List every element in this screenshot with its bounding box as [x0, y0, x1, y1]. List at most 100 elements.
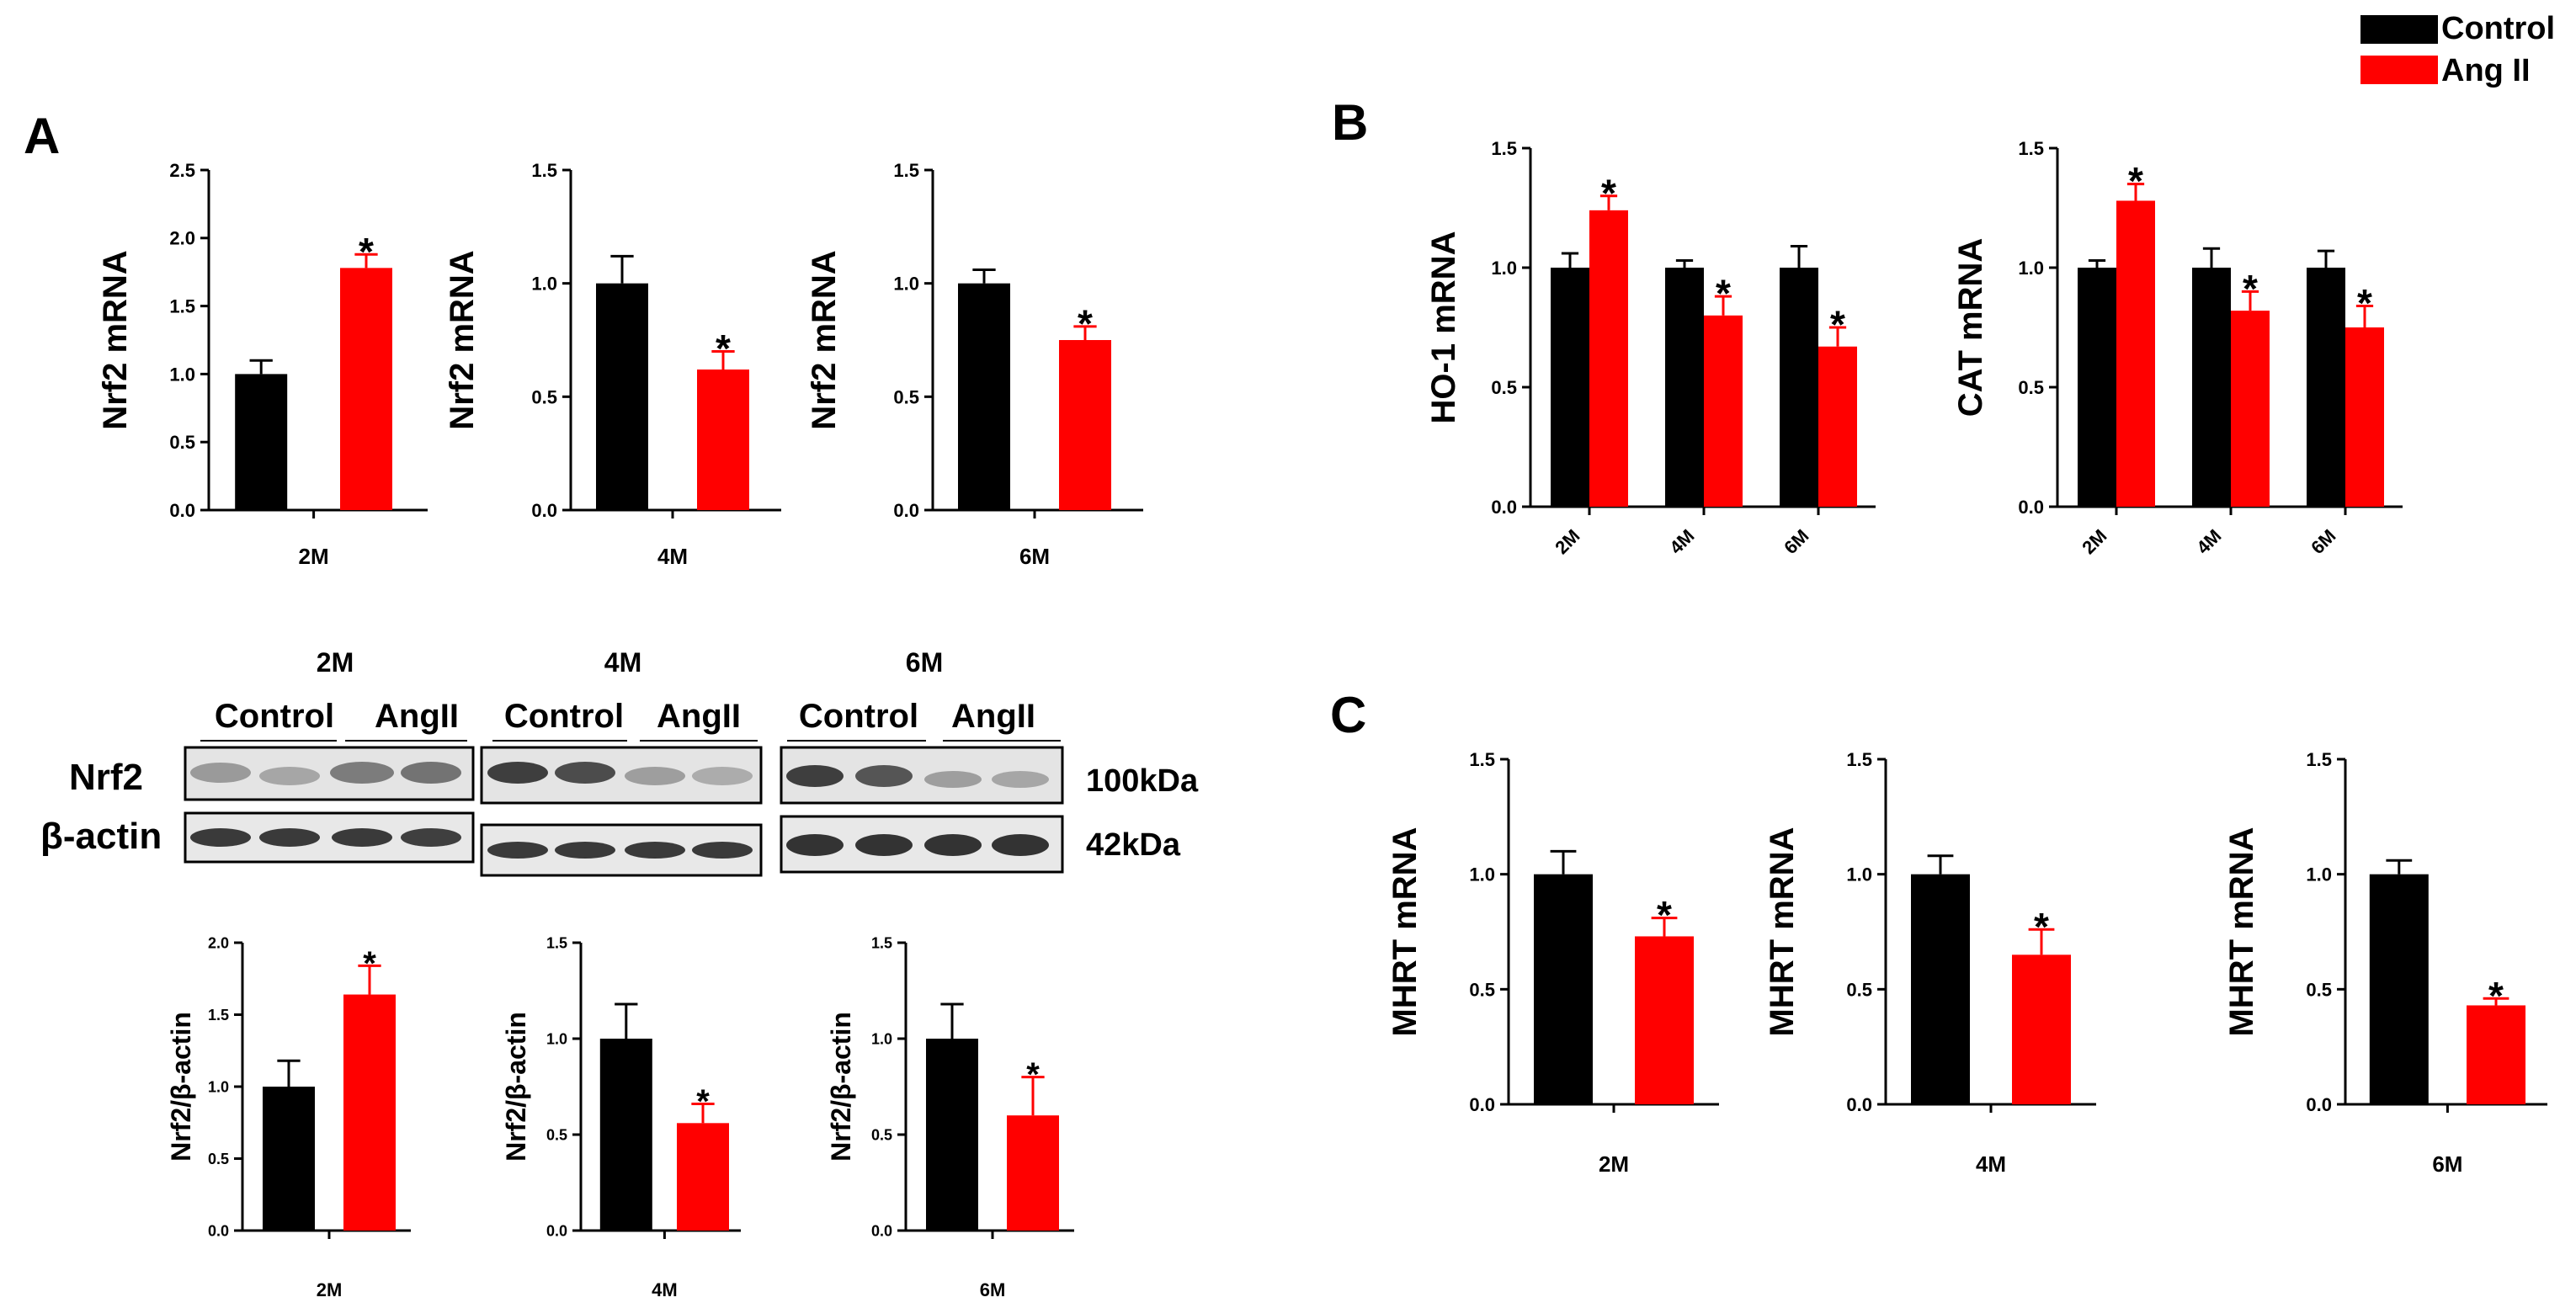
bar-control-2M	[1551, 268, 1589, 507]
significance-star: *	[1716, 272, 1731, 316]
panel-label-b: B	[1332, 94, 1368, 151]
category-label: 4M	[1976, 1151, 2006, 1177]
y-tick-label: 1.5	[546, 934, 567, 951]
y-tick-label: 0.0	[169, 500, 195, 521]
y-tick-label: 1.0	[546, 1030, 567, 1047]
bar-ang-2M	[1635, 936, 1694, 1104]
y-tick-label: 0.0	[893, 500, 919, 521]
category-label: 6M	[1019, 544, 1050, 569]
chart-a_prot_2m: 0.0 0.5 1.0 1.5 2.0 Nrf2/β-actin * 2M	[166, 934, 411, 1300]
legend-label-control: Control	[2441, 11, 2555, 46]
blot-control-label-2m: Control	[215, 698, 334, 735]
category-label: 2M	[1551, 525, 1583, 558]
bar-ang-2M	[340, 268, 392, 510]
y-tick-label: 0.5	[546, 1126, 567, 1143]
charts: 0.0 0.5 1.0 1.5 2.0 2.5 Nrf2 mRNA * 2M 0.0 0.5 1.0 1…	[97, 138, 2547, 1300]
y-tick-label: 0.5	[871, 1126, 892, 1143]
significance-star: *	[2128, 159, 2143, 203]
y-tick-label: 1.5	[2306, 749, 2332, 770]
y-tick-label: 0.5	[893, 386, 919, 407]
y-tick-label: 1.0	[1846, 864, 1872, 885]
y-axis-label: Nrf2/β-actin	[826, 1012, 856, 1162]
chart-a_prot_6m: 0.0 0.5 1.0 1.5 Nrf2/β-actin * 6M	[826, 934, 1074, 1300]
blot-row-label-actin: β-actin	[40, 816, 162, 857]
legend-swatch-ang	[2360, 56, 2438, 84]
blot-ang-label-2m: AngII	[375, 698, 459, 735]
bar-control-4M	[596, 283, 648, 510]
legend-swatch-control	[2360, 15, 2438, 44]
blot-time-6m: 6M	[906, 647, 943, 678]
y-axis-label: Nrf2 mRNA	[97, 250, 134, 429]
y-tick-label: 0.5	[2306, 979, 2332, 1000]
y-tick-label: 0.0	[1491, 497, 1517, 518]
category-label: 4M	[1665, 525, 1698, 558]
blot-time-4m: 4M	[604, 647, 641, 678]
y-tick-label: 1.5	[1469, 749, 1495, 770]
bar-ang-2M	[2116, 200, 2155, 508]
significance-star: *	[1601, 171, 1616, 215]
bar-ang-6M	[2345, 327, 2384, 507]
y-tick-label: 0.0	[2018, 497, 2044, 518]
blot-control-label-4m: Control	[504, 698, 624, 735]
significance-star: *	[716, 327, 731, 370]
y-axis-label: MHRT mRNA	[1764, 827, 1801, 1037]
bar-ang-4M	[2012, 954, 2071, 1104]
bar-control-4M	[1665, 268, 1704, 507]
y-axis-label: MHRT mRNA	[1386, 827, 1424, 1037]
y-tick-label: 1.0	[208, 1078, 229, 1095]
chart-a_prot_4m: 0.0 0.5 1.0 1.5 Nrf2/β-actin * 4M	[501, 934, 741, 1300]
bar-ang-4M	[1704, 315, 1743, 507]
category-label: 4M	[2192, 525, 2225, 558]
category-label: 2M	[317, 1279, 343, 1300]
y-tick-label: 1.0	[2018, 258, 2044, 279]
category-label: 6M	[980, 1279, 1006, 1300]
category-label: 4M	[657, 544, 688, 569]
chart-c_mhrt_2m: 0.0 0.5 1.0 1.5 MHRT mRNA * 2M	[1386, 749, 1719, 1177]
blot-ang-label-6m: AngII	[951, 698, 1035, 735]
y-tick-label: 1.5	[1491, 138, 1517, 159]
y-axis-label: CAT mRNA	[1952, 238, 1989, 417]
y-tick-label: 0.0	[1846, 1094, 1872, 1115]
y-tick-label: 2.0	[169, 228, 195, 249]
y-axis-label: Nrf2 mRNA	[444, 250, 481, 429]
bar-ang-4M	[2231, 311, 2270, 507]
chart-a_mrna_6m: 0.0 0.5 1.0 1.5 Nrf2 mRNA * 6M	[806, 160, 1143, 569]
y-tick-label: 1.0	[893, 274, 919, 295]
category-label: 6M	[1780, 525, 1812, 558]
western-blot: 2M 4M 6M Control AngII Control AngII Con…	[40, 647, 1199, 877]
panel-label-c: C	[1330, 687, 1366, 743]
y-tick-label: 1.5	[893, 160, 919, 181]
significance-star: *	[1657, 893, 1672, 937]
panel-label-a: A	[24, 108, 60, 164]
y-tick-label: 1.0	[169, 364, 195, 385]
y-axis-label: HO-1 mRNA	[1425, 231, 1462, 424]
significance-star: *	[2488, 974, 2504, 1018]
category-label: 6M	[2432, 1151, 2462, 1177]
category-label: 2M	[299, 544, 329, 569]
bar-ang-6M	[1818, 346, 1857, 507]
y-tick-label: 2.0	[208, 934, 229, 951]
y-tick-label: 1.0	[871, 1030, 892, 1047]
significance-star: *	[1830, 303, 1845, 347]
bar-control-4M	[2192, 268, 2231, 507]
blot-box-actin-4m	[480, 823, 763, 877]
category-label: 2M	[2078, 525, 2110, 558]
chart-a_mrna_2m: 0.0 0.5 1.0 1.5 2.0 2.5 Nrf2 mRNA * 2M	[97, 160, 428, 569]
bar-control-6M	[2307, 268, 2345, 507]
legend-label-ang: Ang II	[2441, 53, 2531, 88]
bar-control-4M	[599, 1039, 652, 1231]
y-tick-label: 1.0	[1469, 864, 1495, 885]
category-label: 6M	[2307, 525, 2339, 558]
blot-time-2m: 2M	[317, 647, 354, 678]
y-tick-label: 0.5	[208, 1151, 229, 1167]
blot-control-label-6m: Control	[799, 698, 918, 735]
y-tick-label: 0.0	[546, 1222, 567, 1239]
bar-ang-6M	[1007, 1115, 1059, 1231]
bar-control-6M	[2369, 874, 2429, 1104]
y-tick-label: 0.5	[2018, 377, 2044, 398]
y-tick-label: 1.5	[871, 934, 892, 951]
bar-control-2M	[235, 374, 288, 510]
significance-star: *	[1078, 301, 1093, 345]
bar-ang-2M	[343, 994, 396, 1231]
